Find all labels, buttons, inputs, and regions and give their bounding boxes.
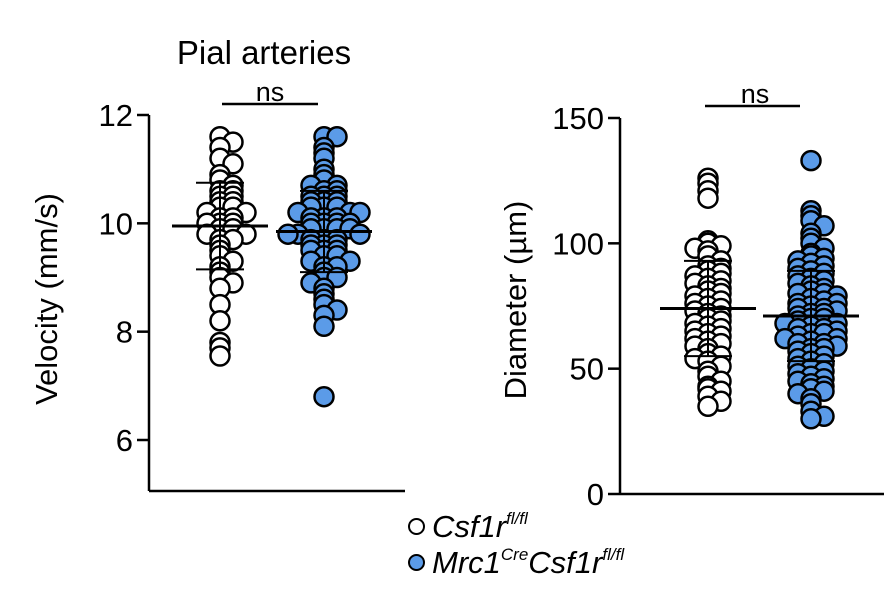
diameter-significance-label: ns [741, 79, 770, 109]
velocity-knockout-point [313, 315, 335, 338]
legend-label-knockout: Mrc1CreCsf1rfl/fl [432, 546, 624, 578]
legend-knockout-allele: fl/fl [602, 545, 625, 564]
velocity-knockout-point [349, 223, 371, 245]
velocity-control-point [209, 310, 231, 332]
velocity-tick-label: 10 [99, 206, 133, 241]
legend-item-control: Csf1rfl/fl [408, 508, 708, 544]
velocity-y-axis-label: Velocity (mm/s) [29, 193, 64, 405]
legend-marker-knockout [408, 553, 425, 571]
diameter-control-point [697, 395, 719, 418]
velocity-significance-label: ns [256, 77, 285, 107]
diameter-tick-label: 150 [552, 101, 604, 136]
diameter-knockout-point [800, 149, 822, 172]
legend-control-allele: fl/fl [506, 509, 528, 528]
legend-knockout-driver: Mrc1 [432, 545, 501, 580]
velocity-tick-label: 12 [99, 98, 133, 133]
velocity-knockout-point [277, 223, 299, 245]
velocity-control-point [209, 345, 231, 367]
velocity-knockout-point [313, 385, 335, 408]
diameter-y-axis-label: Diameter (µm) [498, 201, 533, 400]
legend-item-knockout: Mrc1CreCsf1rfl/fl [408, 544, 708, 580]
legend-knockout-gene: Csf1r [528, 545, 603, 580]
velocity-tick-label: 6 [116, 423, 133, 458]
diameter-tick-label: 0 [587, 477, 604, 512]
diameter-control-point [697, 187, 719, 209]
velocity-title: Pial arteries [177, 34, 351, 71]
legend-label-control: Csf1rfl/fl [432, 510, 528, 542]
diameter-panel: Diameter (µm) ns 0 50 100 150 [498, 79, 884, 512]
legend-knockout-driver-sup: Cre [500, 545, 529, 564]
velocity-panel: Pial arteries Velocity (mm/s) ns 6 8 10 12 [29, 34, 405, 493]
diameter-knockout-point [800, 408, 822, 430]
velocity-tick-label: 8 [116, 315, 133, 350]
legend: Csf1rfl/fl Mrc1CreCsf1rfl/fl [408, 508, 708, 580]
diameter-tick-label: 50 [570, 352, 604, 387]
legend-control-gene: Csf1r [432, 509, 507, 544]
legend-marker-control [408, 517, 425, 535]
diameter-tick-label: 100 [552, 226, 604, 261]
